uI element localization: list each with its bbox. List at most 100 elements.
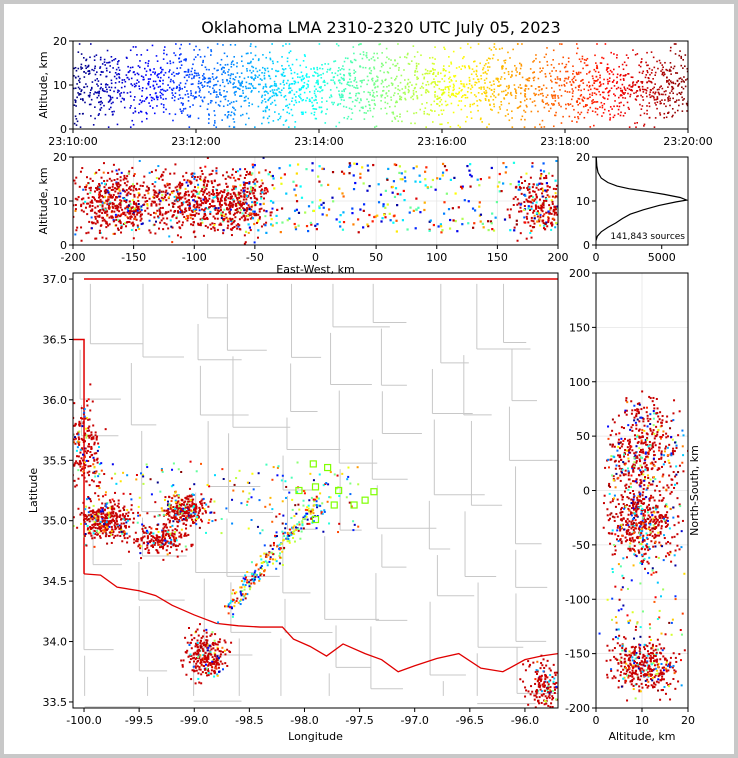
time-height-point: [571, 92, 574, 94]
time-height-point: [285, 105, 287, 107]
time-height-point: [666, 79, 668, 82]
ew-point: [202, 234, 205, 237]
ew-point: [531, 165, 534, 168]
time-height-point: [139, 99, 141, 101]
time-height-point: [247, 52, 249, 55]
ew-point: [122, 223, 125, 226]
time-height-point: [108, 108, 111, 111]
ew-point: [128, 186, 131, 189]
time-height-point: [539, 123, 541, 126]
time-height-point: [75, 69, 78, 72]
time-height-point: [154, 92, 157, 95]
ew-point: [525, 172, 528, 175]
ew-point: [469, 173, 472, 176]
plan-view-point: [111, 529, 114, 532]
ew-point: [240, 209, 243, 212]
plan-view-point: [93, 514, 96, 517]
time-height-point: [577, 89, 580, 91]
ew-point: [143, 175, 146, 178]
time-height-point: [427, 90, 429, 93]
plan-view-point: [125, 512, 128, 515]
time-height-point: [613, 53, 615, 55]
time-height-point: [629, 95, 631, 98]
time-height-point: [486, 73, 488, 75]
time-height-point: [514, 90, 517, 93]
ew-point: [176, 200, 179, 203]
time-height-point: [227, 113, 230, 116]
time-height-point: [413, 55, 416, 58]
time-height-point: [607, 81, 609, 83]
time-height-point: [290, 108, 293, 111]
time-height-point: [161, 88, 164, 91]
time-height-point: [671, 108, 674, 110]
time-height-point: [153, 68, 155, 70]
time-height-point: [433, 86, 436, 88]
time-height-point: [376, 52, 378, 55]
time-height-point: [360, 85, 362, 88]
ew-point: [240, 216, 243, 219]
ew-point: [392, 180, 396, 183]
plan-view-point: [88, 520, 91, 523]
ew-point: [86, 176, 89, 179]
ew-point: [203, 218, 206, 221]
time-height-point: [120, 92, 123, 94]
time-height-point: [365, 112, 367, 114]
ew-point: [231, 188, 234, 191]
time-height-point: [417, 77, 419, 80]
ew-point: [307, 205, 311, 208]
time-height-point: [313, 108, 316, 110]
time-height-point: [236, 87, 239, 89]
time-height-point: [311, 105, 314, 107]
time-height-point: [663, 112, 666, 115]
ew-point: [204, 197, 207, 200]
time-height-point: [427, 83, 430, 86]
time-height-point: [74, 66, 77, 69]
ew-point: [152, 196, 155, 199]
ew-point: [439, 177, 442, 180]
time-height-point: [265, 56, 268, 59]
ew-point: [120, 213, 123, 216]
time-height-point: [511, 70, 513, 73]
ew-point: [218, 183, 221, 186]
ew-point: [551, 202, 554, 205]
time-height-point: [400, 74, 403, 77]
time-height-point: [182, 110, 184, 112]
time-height-point: [502, 90, 505, 93]
ew-point: [533, 214, 536, 217]
time-height-point: [315, 88, 317, 90]
time-height-point: [559, 77, 561, 80]
ew-point: [227, 192, 230, 195]
ew-point: [125, 194, 128, 197]
ew-point: [119, 195, 122, 198]
time-height-point: [643, 125, 645, 127]
time-height-point: [240, 55, 243, 58]
ew-point: [251, 163, 254, 166]
time-height-point: [251, 103, 254, 106]
ew-point: [215, 212, 218, 215]
time-height-point: [201, 74, 204, 77]
ew-point: [541, 210, 544, 213]
time-height-point: [466, 96, 469, 99]
time-height-point: [230, 114, 232, 117]
ew-point: [367, 169, 370, 172]
time-height-point: [602, 112, 605, 114]
time-height-point: [178, 61, 181, 63]
ew-point: [525, 237, 528, 240]
ew-point: [377, 183, 380, 186]
ew-point: [414, 227, 417, 230]
ew-point: [371, 220, 374, 223]
time-height-point: [208, 118, 210, 120]
time-height-point: [667, 100, 670, 102]
time-height-point: [210, 50, 213, 53]
ew-point: [544, 189, 547, 192]
time-height-point: [280, 73, 283, 76]
time-height-point: [407, 82, 409, 85]
ew-point: [516, 198, 519, 201]
ew-point: [221, 194, 224, 197]
plan-view-point: [86, 518, 89, 521]
ew-point: [176, 190, 179, 193]
time-height-point: [324, 84, 326, 87]
plan-view-point: [109, 512, 112, 515]
ew-point: [119, 204, 122, 207]
time-height-point: [586, 111, 589, 114]
